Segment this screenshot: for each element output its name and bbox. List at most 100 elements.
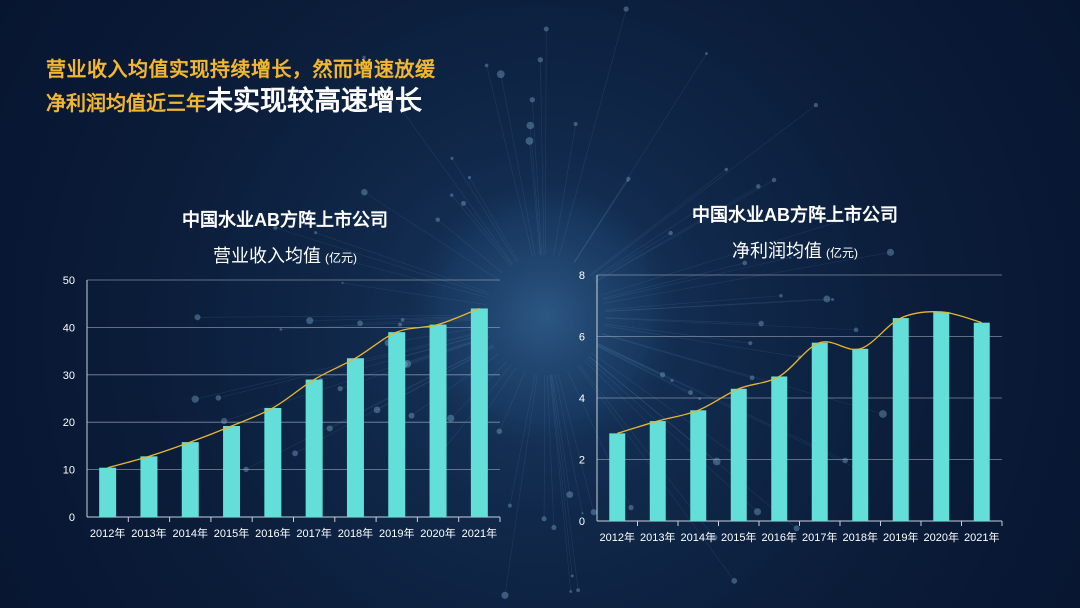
network-line [603,257,791,301]
network-line [550,374,573,577]
network-node [628,504,634,511]
trend-line [107,307,480,469]
network-node [343,258,347,262]
network-line [463,203,513,266]
network-node [748,341,753,346]
x-tick-label: 2016年 [255,526,290,540]
network-node [842,457,849,464]
bar [99,467,117,517]
network-line [499,371,526,432]
network-line [437,219,503,274]
network-line [584,360,656,431]
network-node [467,175,472,180]
network-line [540,59,545,256]
network-node [623,6,629,12]
chart2-subtitle-text: 净利润均值 [732,241,822,261]
network-node [373,406,381,414]
network-line [197,315,486,318]
globe-glow [395,165,695,465]
network-node [314,231,318,235]
network-line [602,262,745,299]
network-line [245,344,494,470]
chart1-title-block: 中国水业AB方阵上市公司 营业收入均值 (亿元) [130,206,440,268]
network-node [337,385,343,392]
network-node [215,395,222,401]
network-line [595,179,775,283]
network-line [593,232,671,281]
bar [346,358,364,517]
bar [973,322,990,521]
x-tick-label: 2017年 [296,526,331,540]
network-line [529,125,542,256]
network-node [501,591,509,599]
network-line [554,374,583,514]
network-node [573,121,578,127]
y-tick-label: 30 [63,370,75,382]
x-tick-label: 2014年 [173,526,208,540]
headline-line2: 净利润均值近三年未实现较高速增长 [46,88,436,115]
network-node [853,327,859,333]
network-node [341,281,344,285]
network-node [460,200,466,206]
headline-line2-small: 净利润均值近三年 [46,93,206,115]
y-tick-label: 6 [579,332,585,344]
network-line [557,373,595,513]
network-node [668,230,673,236]
network-line [364,191,498,280]
network-node [496,428,503,435]
y-tick-label: 4 [579,393,585,405]
network-line [469,177,519,262]
network-node [688,390,694,395]
network-line [529,140,541,256]
x-tick-label: 2015年 [721,530,756,544]
network-node [705,52,708,55]
x-tick-label: 2015年 [214,526,249,540]
network-line [275,227,489,295]
network-line [596,344,673,381]
network-node [813,102,819,108]
network-line [603,252,891,304]
bar [305,379,323,517]
network-node [326,425,333,432]
network-node [823,295,831,303]
network-line [601,333,753,379]
network-node [569,590,573,593]
network-line [451,194,511,267]
x-tick-label: 2019年 [883,530,918,544]
network-node [273,225,278,230]
x-tick-label: 2016年 [762,530,797,544]
network-node [191,395,199,403]
network-node [541,516,547,522]
bar [223,425,241,517]
bar [771,376,788,521]
bar [933,311,950,521]
network-line [509,374,536,506]
network-line [532,99,543,256]
network-node [537,57,544,63]
chart2-title-block: 中国水业AB方阵上市公司 净利润均值 (亿元) [640,201,950,263]
network-node [846,216,852,221]
network-line [552,374,571,495]
network-node [400,317,405,322]
network-line [500,74,536,256]
network-node [724,167,729,172]
network-line [604,317,762,324]
network-node [576,588,581,593]
trend-line [617,311,982,434]
network-node [551,525,557,531]
network-node [357,320,363,327]
chart2-title: 中国水业AB方阵上市公司 [692,205,898,225]
network-node [362,55,366,59]
network-node [886,248,895,256]
network-node [435,217,440,222]
headline-line2-big: 未实现较高速增长 [206,86,422,116]
network-line [601,218,850,296]
network-line [573,178,629,263]
x-tick-label: 2013年 [640,530,675,544]
network-line [597,343,846,461]
network-line [592,209,699,279]
x-tick-label: 2020年 [420,526,455,540]
network-node [526,121,535,130]
